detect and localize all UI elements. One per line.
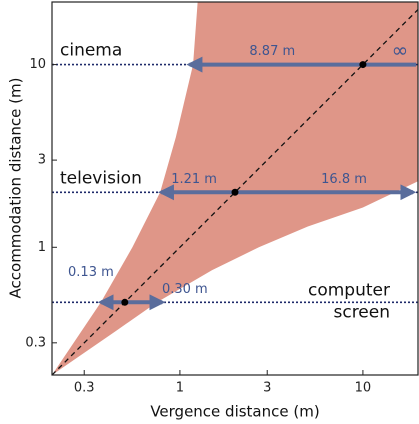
y-tick-label: 0.3	[25, 335, 46, 350]
near-label: 0.13 m	[68, 265, 114, 280]
x-tick-label: 10	[355, 381, 372, 396]
viewing-point	[359, 61, 367, 69]
far-label: ∞	[392, 38, 409, 62]
viewing-point	[231, 188, 239, 196]
y-tick-label: 1	[38, 240, 46, 255]
viewing-point	[121, 298, 129, 306]
y-axis-label: Accommodation distance (m)	[7, 78, 25, 299]
near-label: 1.21 m	[171, 172, 217, 187]
x-tick-label: 3	[263, 381, 271, 396]
x-axis-label: Vergence distance (m)	[150, 403, 319, 421]
comfort-zone	[52, 2, 418, 375]
viewing-name: computer	[308, 280, 390, 300]
viewing-name: screen	[333, 302, 390, 322]
x-tick-label: 1	[176, 381, 184, 396]
near-label: 8.87 m	[249, 44, 295, 59]
far-label: 0.30 m	[162, 282, 208, 297]
plot-area	[52, 2, 418, 375]
plot-frame	[51, 1, 419, 376]
far-label: 16.8 m	[321, 172, 367, 187]
viewing-name: television	[60, 168, 142, 188]
y-tick-label: 10	[29, 57, 46, 72]
y-tick-label: 3	[38, 153, 46, 168]
viewing-name: cinema	[60, 41, 122, 61]
x-tick-label: 0.3	[74, 381, 95, 396]
